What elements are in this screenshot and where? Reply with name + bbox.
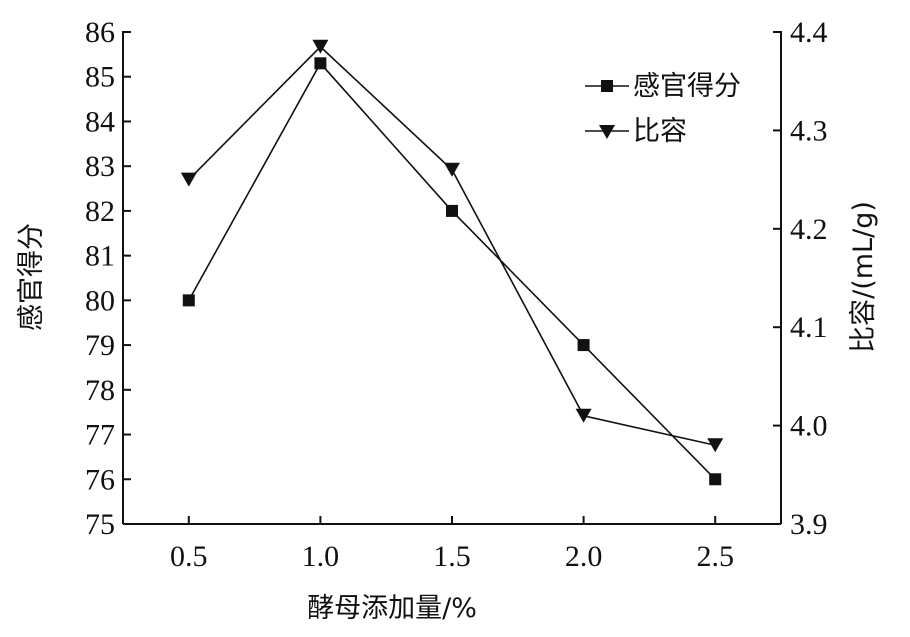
y-left-tick-label: 76 xyxy=(85,463,115,496)
series-line-specific-volume xyxy=(188,45,716,447)
data-point-triangle xyxy=(312,39,329,54)
y-left-tick-label: 77 xyxy=(85,419,115,452)
y-left-tick-label: 83 xyxy=(85,150,115,183)
y-left-axis-title: 感官得分 xyxy=(16,223,47,331)
y-right-tick-label: 4.4 xyxy=(790,16,828,49)
data-point-square xyxy=(314,57,327,70)
data-point-square xyxy=(182,294,195,307)
data-point-triangle xyxy=(707,438,724,453)
data-point-triangle xyxy=(180,172,197,187)
y-left-tick-label: 84 xyxy=(85,105,115,138)
y-right-tick-label: 4.0 xyxy=(790,410,828,443)
data-point-square xyxy=(577,339,590,352)
y-right-tick-label: 4.2 xyxy=(790,213,828,246)
y-left-tick-label: 79 xyxy=(85,329,115,362)
y-left-tick-label: 85 xyxy=(85,61,115,94)
legend: 感官得分 比容 xyxy=(585,71,741,147)
y-right-tick-label: 4.1 xyxy=(790,311,828,344)
y-left-tick-label: 86 xyxy=(85,16,115,49)
y-right-axis-title: 比容/(mL/g) xyxy=(848,201,879,353)
y-right-tick-label: 3.9 xyxy=(790,508,828,541)
y-left-tick-label: 78 xyxy=(85,374,115,407)
legend-marker-square xyxy=(601,80,613,92)
data-point-square xyxy=(709,473,722,486)
axes: 75 76 77 78 79 80 81 82 83 84 85 86 3.9 4.0 4.1 4.2 4.3 4… xyxy=(85,16,828,573)
series-layer xyxy=(180,39,724,486)
y-left-tick-label: 82 xyxy=(85,195,115,228)
y-left-tick-label: 80 xyxy=(85,284,115,317)
legend-marker-triangle xyxy=(599,125,615,139)
data-point-square xyxy=(446,204,458,217)
x-axis-title: 酵母添加量/% xyxy=(307,593,477,624)
x-tick-label: 1.0 xyxy=(302,540,340,573)
data-point-triangle xyxy=(575,408,592,423)
x-tick-label: 0.5 xyxy=(170,540,208,573)
legend-label-sensory: 感官得分 xyxy=(633,71,741,102)
y-right-tick-label: 4.3 xyxy=(790,114,828,147)
x-tick-label: 1.5 xyxy=(433,540,471,573)
x-tick-label: 2.5 xyxy=(696,540,734,573)
x-tick-label: 2.0 xyxy=(565,540,603,573)
data-point-triangle xyxy=(444,162,460,177)
legend-label-specific-volume: 比容 xyxy=(633,116,687,147)
y-left-tick-label: 75 xyxy=(85,508,115,541)
y-left-tick-label: 81 xyxy=(85,240,115,273)
